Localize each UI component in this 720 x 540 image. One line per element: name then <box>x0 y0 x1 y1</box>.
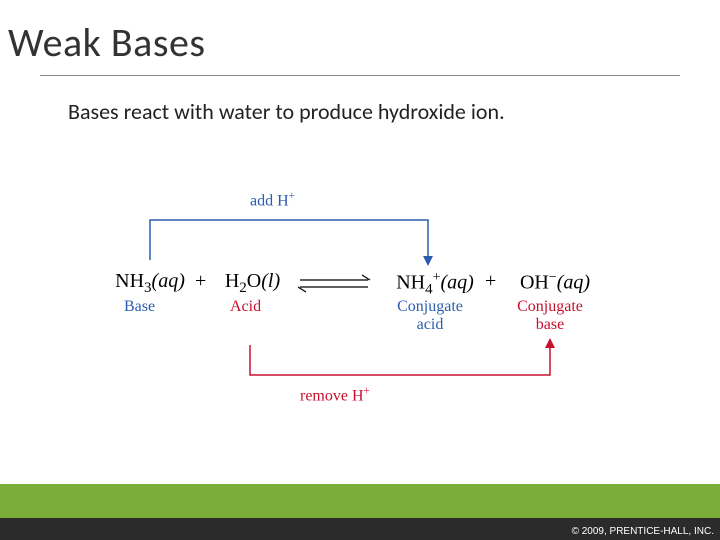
plus-2: + <box>485 270 496 293</box>
species-oh: OH−(aq) <box>510 270 600 295</box>
species-nh3: NH3(aq) <box>110 270 190 297</box>
nh4-phase: (aq) <box>440 272 473 294</box>
h2o-h: H <box>225 270 239 292</box>
label-conjugate-base: Conjugate base <box>510 298 590 333</box>
label-base: Base <box>124 298 155 316</box>
nh3-base: NH <box>115 270 144 292</box>
nh4-base: NH <box>396 272 425 294</box>
nh3-sub: 3 <box>144 280 152 296</box>
label-conjugate-acid: Conjugate acid <box>390 298 470 333</box>
oh-sup: − <box>549 270 557 285</box>
oh-phase: (aq) <box>557 272 590 294</box>
subtitle: Bases react with water to produce hydrox… <box>0 76 720 125</box>
h2o-sub: 2 <box>239 280 247 296</box>
annotation-remove-h-sup: + <box>364 385 370 397</box>
label-acid: Acid <box>230 298 261 316</box>
label-conjacid-l2: acid <box>417 316 444 333</box>
h2o-o: O <box>247 270 261 292</box>
footer-dark-band: © 2009, PRENTICE-HALL, INC. <box>0 518 720 540</box>
h2o-phase: (l) <box>261 270 280 292</box>
plus-1: + <box>195 270 206 293</box>
reaction-diagram: add H+ NH3(aq) + H2O(l) NH4+(aq) + OH−(a… <box>110 180 630 430</box>
annotation-remove-h: remove H+ <box>300 385 370 405</box>
nh4-sub: 4 <box>425 282 433 298</box>
copyright-text: © 2009, PRENTICE-HALL, INC. <box>572 526 714 537</box>
footer-green-band <box>0 484 720 518</box>
label-conjbase-l1: Conjugate <box>517 298 583 315</box>
oh-base: OH <box>520 272 549 294</box>
page-title: Weak Bases <box>0 0 720 75</box>
nh3-phase: (aq) <box>152 270 185 292</box>
label-conjacid-l1: Conjugate <box>397 298 463 315</box>
species-nh4: NH4+(aq) <box>390 270 480 299</box>
label-conjbase-l2: base <box>536 316 564 333</box>
annotation-remove-h-text: remove H <box>300 387 364 404</box>
species-h2o: H2O(l) <box>220 270 285 297</box>
